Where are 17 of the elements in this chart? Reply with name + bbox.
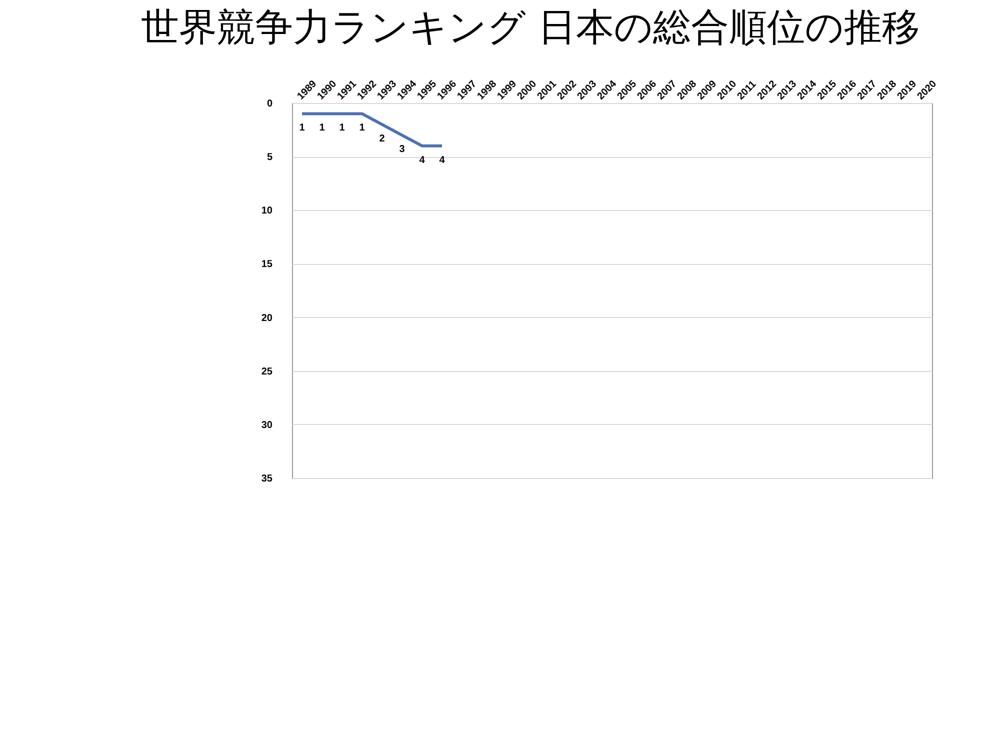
y-tick-label: 15 — [261, 259, 273, 270]
data-label: 4 — [419, 154, 426, 166]
data-label: 2 — [379, 133, 386, 144]
y-tick-label: 20 — [261, 312, 273, 324]
y-tick-label: 10 — [261, 206, 273, 217]
data-label: 1 — [299, 122, 306, 134]
data-label: 1 — [339, 122, 346, 134]
data-label: 1 — [319, 122, 326, 134]
y-tick-label: 5 — [266, 152, 273, 164]
data-label: 4 — [439, 154, 446, 166]
chart-title: 世界競争力ランキング 日本の総合順位の推移 — [140, 5, 920, 50]
data-label: 1 — [359, 122, 366, 134]
y-tick-label: 35 — [261, 474, 273, 484]
y-tick-label: 0 — [266, 98, 273, 110]
data-label: 3 — [399, 144, 406, 156]
y-tick-label: 30 — [261, 420, 273, 431]
y-tick-label: 25 — [261, 366, 273, 378]
